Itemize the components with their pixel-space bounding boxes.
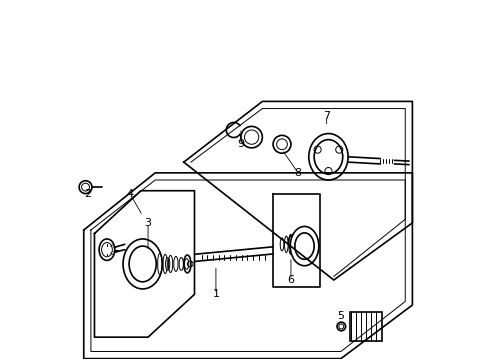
Text: 2: 2	[83, 189, 91, 199]
Ellipse shape	[123, 239, 162, 289]
Text: 7: 7	[323, 111, 329, 121]
Text: 8: 8	[294, 168, 301, 178]
Text: 6: 6	[287, 275, 294, 285]
Bar	[349, 312, 381, 341]
Text: 3: 3	[144, 218, 151, 228]
Text: 9: 9	[237, 139, 244, 149]
Text: 1: 1	[212, 289, 219, 299]
Ellipse shape	[308, 134, 347, 180]
Text: 5: 5	[337, 311, 344, 321]
Text: 4: 4	[126, 189, 134, 199]
Ellipse shape	[290, 226, 318, 266]
